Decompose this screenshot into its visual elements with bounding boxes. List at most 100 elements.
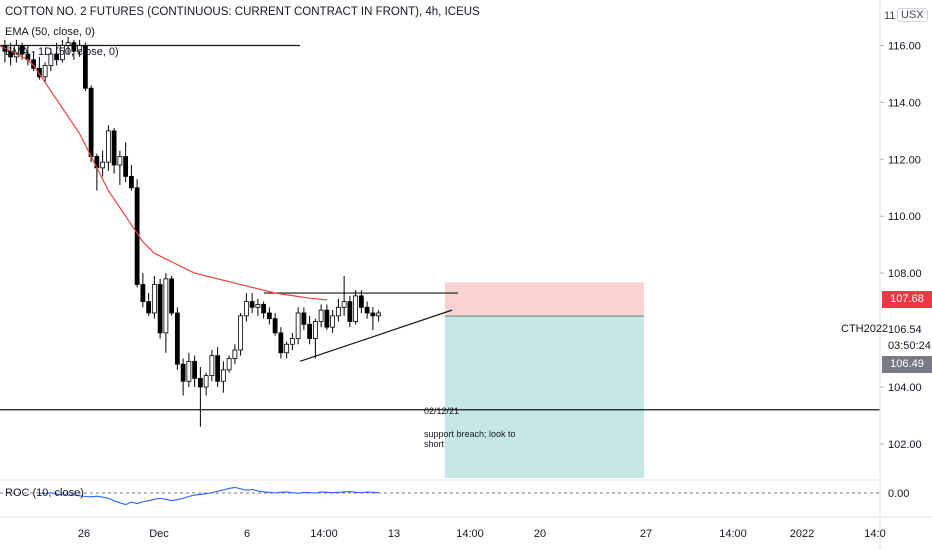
candle-body-up: [255, 304, 261, 308]
candle-body-down: [249, 301, 255, 308]
roc-tick-label: 0.00: [888, 488, 909, 500]
candle-body-up: [330, 315, 336, 328]
candle-body-up: [186, 360, 192, 382]
candle-body-down: [19, 45, 25, 55]
candles: [2, 36, 382, 427]
candle-body-up: [220, 369, 226, 382]
candle-body-up: [203, 375, 209, 388]
time-tick-label: 14:0: [864, 528, 885, 540]
candle-body-down: [128, 176, 134, 189]
roc-legend[interactable]: ROC (10, close): [5, 487, 84, 499]
trendline-triangle-bottom: [299, 309, 453, 362]
time-tick-label: 14:00: [310, 528, 338, 540]
candle-body-up: [318, 309, 324, 322]
candle-body-up: [232, 349, 238, 359]
candle-body-down: [272, 318, 278, 334]
candle-body-up: [151, 284, 157, 314]
time-tick-label: 6: [244, 528, 250, 540]
candle-body-down: [192, 360, 198, 379]
time-tick-label: 14:00: [456, 528, 484, 540]
candle-body-up: [117, 156, 123, 166]
candle-body-down: [88, 87, 94, 157]
candle-body-down: [197, 378, 203, 388]
candle-body-down: [157, 284, 163, 334]
candle-body-down: [146, 301, 152, 314]
candle-body-down: [123, 156, 129, 177]
roc-panel: 0.00: [0, 486, 909, 506]
candle-body-down: [370, 312, 376, 317]
candle-body-down: [215, 355, 221, 382]
time-tick-label: 14:00: [719, 528, 747, 540]
price-tick-label: 112.00: [888, 154, 921, 166]
candle-body-down: [261, 304, 267, 314]
currency-number: 11: [884, 10, 896, 22]
candle-body-up: [295, 312, 301, 339]
bar-countdown: 03:50:24: [888, 340, 931, 352]
roc-series: [39, 486, 379, 506]
candle-body-up: [353, 295, 359, 322]
candle-body-down: [169, 278, 175, 314]
entry-price-tag: 106.49: [882, 356, 932, 373]
candle-body-down: [347, 301, 353, 322]
trendlines: [0, 44, 880, 411]
price-tick-label: 114.00: [888, 97, 921, 109]
time-tick-label: 13: [388, 528, 400, 540]
price-tick-label: 104.00: [888, 382, 922, 394]
candle-body-down: [278, 332, 284, 354]
candle-body-up: [341, 301, 347, 308]
candle-body-down: [71, 42, 77, 52]
candle-body-up: [376, 312, 382, 317]
time-tick-label: 20: [534, 528, 546, 540]
candle-body-down: [324, 309, 330, 328]
candle-body-up: [238, 315, 244, 351]
annotation-date: 02/12/21: [424, 406, 460, 416]
candle-body-down: [180, 363, 186, 382]
candle-body-down: [111, 130, 117, 166]
time-tick-label: 27: [640, 528, 652, 540]
annotation-note-line2: short: [424, 439, 445, 449]
candle-body-down: [358, 295, 364, 308]
candle-body-up: [100, 161, 106, 169]
price-tick-label: 102.00: [888, 439, 922, 451]
candle-body-down: [140, 284, 146, 302]
candle-body-up: [226, 358, 232, 371]
currency-unit[interactable]: USX: [897, 8, 928, 22]
candle-body-up: [289, 338, 295, 345]
candle-body-up: [105, 130, 111, 163]
candle-body-down: [54, 53, 60, 61]
candle-body-up: [209, 355, 215, 376]
candle-body-down: [307, 323, 313, 339]
time-tick-label: 26: [78, 528, 90, 540]
candle-body-down: [364, 306, 370, 314]
time-tick-label: Dec: [149, 528, 169, 540]
candle-body-down: [266, 312, 272, 320]
price-tick-label: 116.00: [888, 41, 921, 53]
current-price: 106.54: [888, 324, 922, 336]
ema-legend[interactable]: EMA (50, close, 0): [5, 26, 95, 38]
candle-body-up: [284, 343, 290, 354]
target-zone: [444, 316, 644, 478]
candle-body-up: [312, 321, 318, 339]
candle-body-down: [301, 312, 307, 325]
candle-body-up: [13, 45, 19, 58]
price-tick-label: 110.00: [888, 211, 921, 223]
candle-body-up: [65, 42, 71, 46]
ema-daily-legend[interactable]: EMA - 1D (50, close, 0): [5, 46, 119, 58]
candle-body-up: [59, 45, 65, 61]
annotation-note-line1: support breach; look to: [424, 429, 516, 439]
chart-title: COTTON NO. 2 FUTURES (CONTINUOUS: CURREN…: [5, 6, 480, 18]
symbol-label: CTH2022: [841, 323, 889, 335]
candle-body-down: [174, 312, 180, 365]
ema-line: [0, 45, 327, 301]
candle-body-up: [48, 53, 54, 66]
candle-body-up: [77, 45, 83, 52]
time-tick-label: 2022: [790, 528, 814, 540]
price-tick-label: 108.00: [888, 268, 922, 280]
stop-zone: [444, 282, 644, 317]
candle-body-up: [243, 301, 249, 317]
candle-body-up: [42, 65, 48, 78]
candle-body-down: [82, 45, 88, 89]
candle-body-up: [163, 278, 169, 334]
